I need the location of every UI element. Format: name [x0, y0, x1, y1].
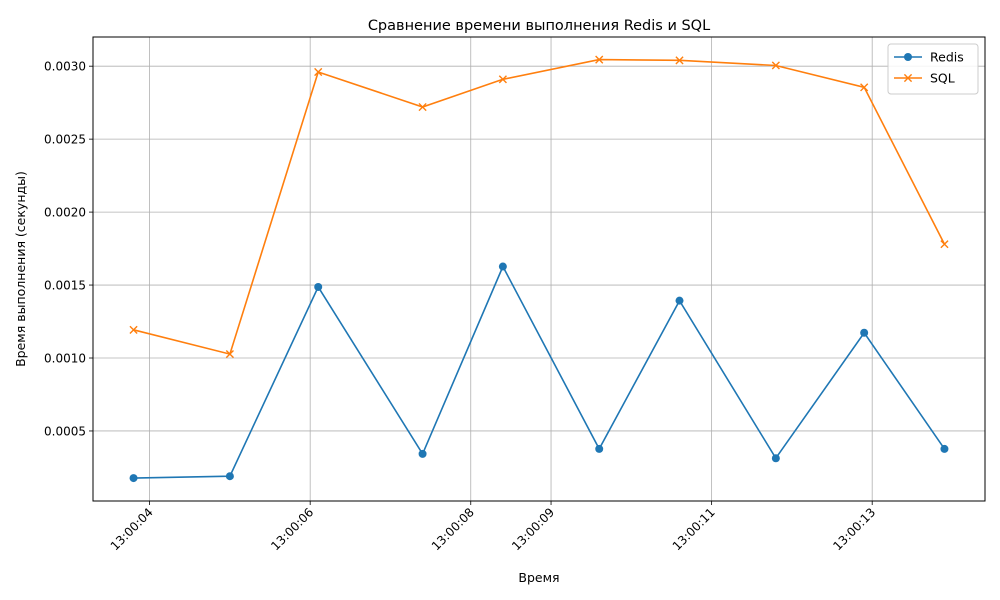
data-point	[675, 296, 684, 305]
legend-label: Redis	[930, 50, 964, 65]
data-point	[860, 328, 869, 337]
data-point	[418, 449, 427, 458]
x-tick-label: 13:00:08	[429, 505, 477, 553]
series-layer	[129, 55, 949, 483]
data-point	[675, 56, 684, 65]
data-point	[498, 75, 507, 84]
data-point	[129, 474, 138, 483]
y-axis: 0.0005 0.0010 0.0015 0.0020 0.0025 0.0030	[44, 60, 93, 438]
data-point	[498, 262, 507, 271]
legend-marker	[904, 53, 912, 61]
data-point	[314, 282, 323, 291]
y-tick-label: 0.0025	[44, 133, 86, 147]
data-point	[771, 454, 780, 463]
x-axis: 13:00:04 13:00:06 13:00:08 13:00:09 13:00:11…	[108, 501, 878, 553]
data-point	[595, 55, 604, 64]
y-axis-label: Время выполнения (секунды)	[13, 171, 28, 367]
data-point	[418, 102, 427, 112]
data-point	[940, 444, 949, 453]
data-point	[129, 325, 138, 334]
series-redis	[129, 262, 949, 483]
legend-marker	[903, 73, 913, 83]
plot-frame	[92, 36, 986, 502]
y-tick-label: 0.0010	[44, 352, 86, 366]
series-line	[133, 58, 946, 356]
data-point	[771, 61, 780, 70]
y-tick-label: 0.0015	[44, 279, 86, 293]
y-tick-label: 0.0020	[44, 206, 86, 220]
x-tick-label: 13:00:11	[670, 505, 718, 553]
data-point	[225, 472, 234, 481]
data-point	[860, 83, 869, 92]
legend-item: SQL	[894, 71, 955, 86]
x-tick-label: 13:00:04	[108, 505, 156, 553]
grid-lines	[93, 37, 985, 501]
x-tick-label: 13:00:06	[268, 505, 316, 553]
legend-label: SQL	[930, 71, 955, 86]
series-sql	[129, 55, 949, 359]
x-tick-label: 13:00:13	[830, 505, 878, 553]
y-tick-label: 0.0030	[44, 60, 86, 74]
x-axis-label: Время	[518, 570, 559, 585]
y-tick-label: 0.0005	[44, 424, 86, 438]
data-point	[940, 240, 949, 249]
x-tick-label: 13:00:09	[509, 505, 557, 553]
legend: Redis SQL	[887, 43, 979, 95]
legend-item: Redis	[894, 50, 964, 65]
data-point	[225, 349, 234, 359]
chart-title: Сравнение времени выполнения Redis и SQL	[368, 18, 710, 34]
data-point	[314, 67, 323, 77]
series-line	[133, 264, 946, 479]
data-point	[595, 444, 604, 453]
